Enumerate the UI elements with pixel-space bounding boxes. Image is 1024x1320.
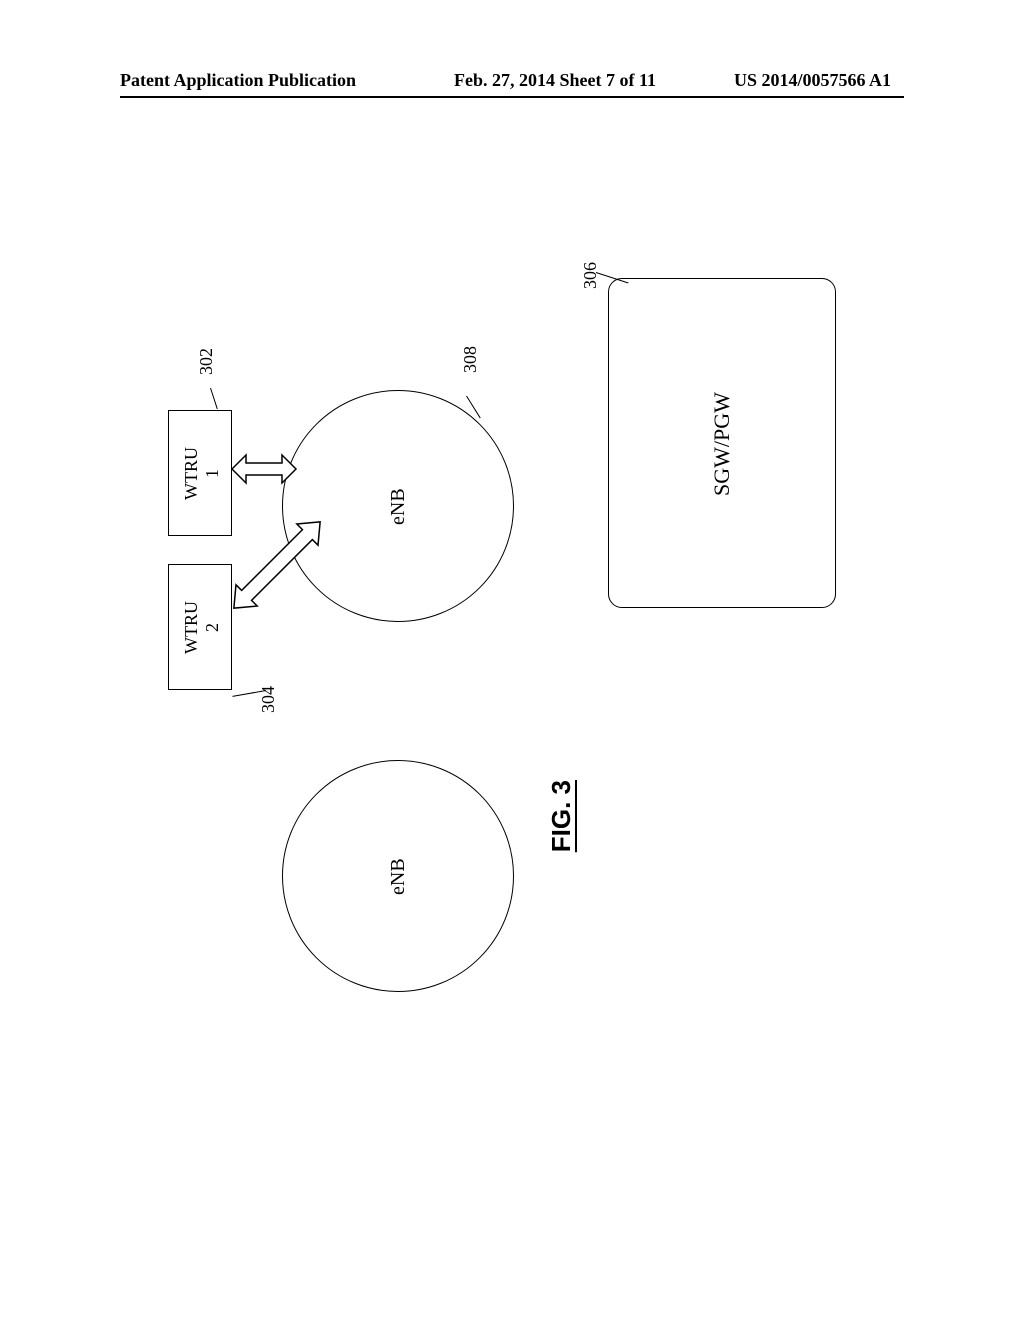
leader-302 (210, 388, 218, 409)
node-wtru-1-label: WTRU 1 (181, 439, 223, 509)
page: Patent Application Publication Feb. 27, … (0, 0, 1024, 1320)
ref-308: 308 (460, 346, 481, 373)
node-wtru-2-label: WTRU 2 (181, 593, 223, 663)
figure-label: FIG. 3 (546, 780, 577, 852)
ref-306: 306 (580, 262, 601, 289)
node-enb-1-label: eNB (387, 481, 410, 533)
node-sgw-pgw: SGW/PGW (608, 278, 836, 608)
header-right: US 2014/0057566 A1 (734, 70, 891, 91)
node-sgw-pgw-label: SGW/PGW (709, 379, 735, 509)
node-enb-2-label: eNB (387, 851, 410, 903)
arrow-wtru2-enb1 (222, 510, 332, 620)
header-rule (120, 96, 904, 98)
header-left: Patent Application Publication (120, 70, 356, 91)
ref-302: 302 (196, 348, 217, 375)
header-center: Feb. 27, 2014 Sheet 7 of 11 (454, 70, 656, 91)
node-enb-2: eNB (282, 760, 514, 992)
arrow-wtru1-enb1 (232, 452, 296, 486)
